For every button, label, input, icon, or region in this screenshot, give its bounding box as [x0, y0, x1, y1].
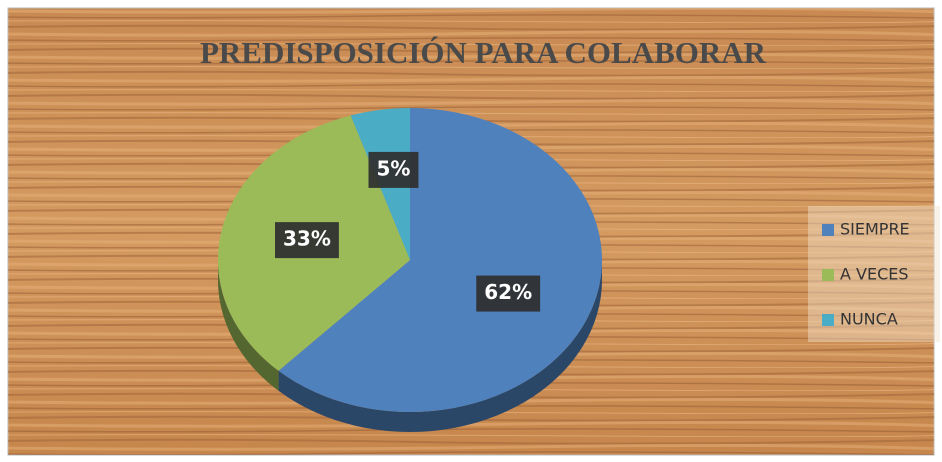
- data-label: 5%: [376, 156, 410, 180]
- legend-swatch: [822, 269, 834, 281]
- label-box: [476, 275, 541, 312]
- label-box: [368, 151, 419, 188]
- slice-side: [218, 260, 279, 391]
- data-label: 33%: [283, 227, 331, 251]
- legend-swatch: [822, 224, 834, 236]
- legend-swatch: [822, 314, 834, 326]
- data-label: 62%: [484, 280, 532, 304]
- slice: [278, 108, 602, 412]
- legend-label: SIEMPRE: [840, 220, 910, 239]
- legend-label: A VECES: [840, 265, 909, 284]
- legend-label: NUNCA: [840, 310, 898, 329]
- chart-title: PREDISPOSICIÓN PARA COLABORAR: [200, 35, 767, 70]
- slice-side: [278, 260, 602, 432]
- label-box: [275, 222, 339, 259]
